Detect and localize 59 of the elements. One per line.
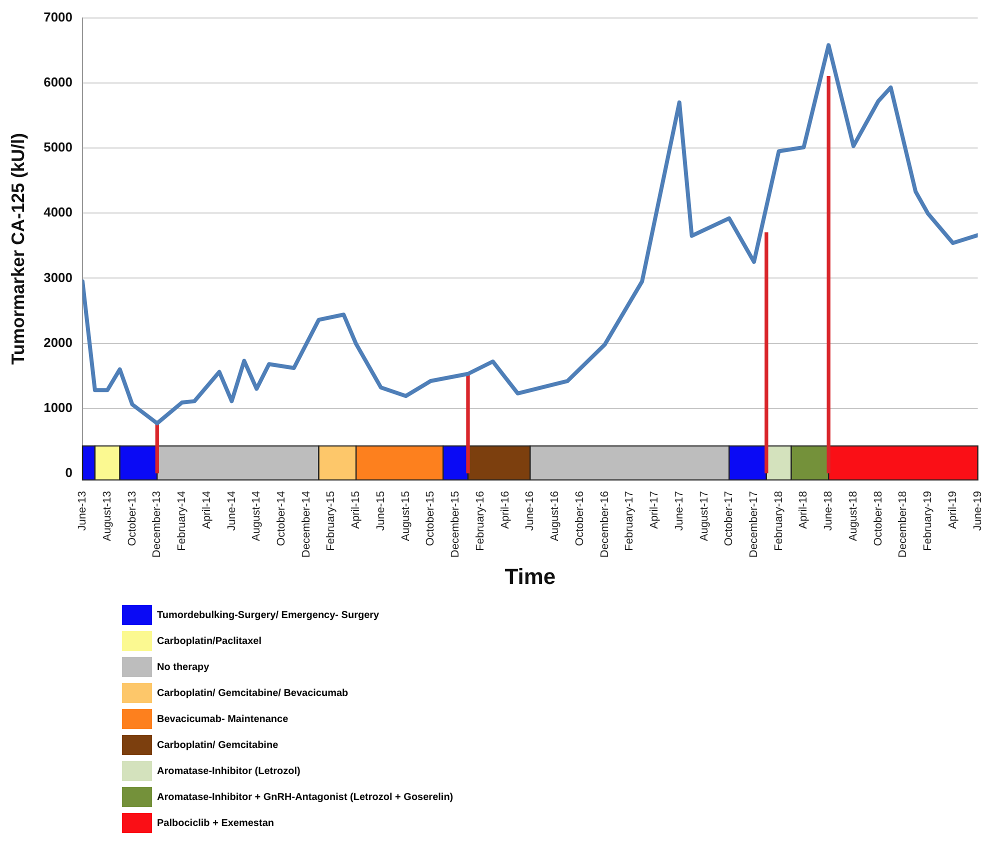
legend-label: Carboplatin/ Gemcitabine/ Bevacicumab xyxy=(157,688,348,699)
x-tick-label: February-14 xyxy=(176,490,188,551)
x-tick-label: June-18 xyxy=(822,490,835,531)
legend-label: Aromatase-Inhibitor + GnRH-Antagonist (Letrozol + Goserelin) xyxy=(157,792,454,803)
bar xyxy=(826,76,830,474)
legend-label: Tumordebulking-Surgery/ Emergency- Surgery xyxy=(157,610,380,621)
x-tick-label: August-16 xyxy=(549,490,562,542)
legend-label: Palbociclib + Exemestan xyxy=(157,818,274,829)
y-tick-label: 5000 xyxy=(44,140,73,155)
legend-label: Carboplatin/Paclitaxel xyxy=(157,636,262,647)
x-tick-label: October-16 xyxy=(574,490,586,546)
x-tick-label: April-14 xyxy=(200,490,213,529)
y-tick-label: 3000 xyxy=(44,270,73,285)
x-tick-label: October-18 xyxy=(872,490,884,546)
x-tick-label: June-19 xyxy=(972,490,984,531)
x-tick-label: June-16 xyxy=(524,490,536,531)
x-tick-label: December-18 xyxy=(897,490,910,558)
x-tick-label: October-14 xyxy=(276,490,288,546)
x-tick-label: December-14 xyxy=(300,490,312,558)
x-tick-label: August-17 xyxy=(698,490,710,542)
x-tick-label: June-13 xyxy=(76,490,89,531)
x-tick-label: October-17 xyxy=(723,490,736,546)
x-tick-label: June-17 xyxy=(673,490,686,531)
x-axis-title: Time xyxy=(504,564,556,589)
legend-label: No therapy xyxy=(157,662,210,673)
x-tick-label: February-17 xyxy=(624,490,636,551)
x-tick-label: April-16 xyxy=(499,490,512,529)
legend-label: Aromatase-Inhibitor (Letrozol) xyxy=(157,766,300,777)
x-tick-label: February-19 xyxy=(922,490,934,551)
y-tick-label: 6000 xyxy=(44,74,73,90)
x-tick-label: August-14 xyxy=(250,490,263,542)
x-tick-label: October-13 xyxy=(126,490,138,546)
x-tick-label: August-13 xyxy=(101,490,114,542)
bar xyxy=(764,232,768,474)
x-tick-label: August-15 xyxy=(400,490,412,542)
x-tick-label: April-15 xyxy=(350,490,362,529)
x-tick-label: August-18 xyxy=(847,490,860,542)
x-tick-label: April-19 xyxy=(946,490,959,529)
bar xyxy=(155,423,159,474)
y-tick-label: 0 xyxy=(65,465,73,480)
x-tick-label: June-15 xyxy=(374,490,387,531)
x-tick-label: April-18 xyxy=(798,490,810,529)
x-tick-label: December-17 xyxy=(748,490,760,558)
y-tick-label: 2000 xyxy=(44,334,73,350)
x-tick-label: February-15 xyxy=(325,490,338,551)
legend-label: Carboplatin/ Gemcitabine xyxy=(157,740,279,751)
x-tick-label: December-16 xyxy=(598,490,611,558)
x-tick-label: February-16 xyxy=(474,490,486,551)
x-tick-label: December-15 xyxy=(450,490,462,558)
x-tick-label: February-18 xyxy=(772,490,785,551)
x-tick-label: June-14 xyxy=(226,490,238,531)
x-tick-label: October-15 xyxy=(424,490,437,546)
y-axis-title: Tumormarker CA-125 (kU/l) xyxy=(8,133,28,365)
legend-label: Bevacicumab- Maintenance xyxy=(157,714,289,725)
y-tick-label: 1000 xyxy=(44,400,73,415)
y-tick-label: 7000 xyxy=(44,9,73,24)
y-tick-label: 4000 xyxy=(44,204,73,220)
x-tick-label: December-13 xyxy=(151,490,164,558)
x-tick-label: April-17 xyxy=(648,490,661,529)
